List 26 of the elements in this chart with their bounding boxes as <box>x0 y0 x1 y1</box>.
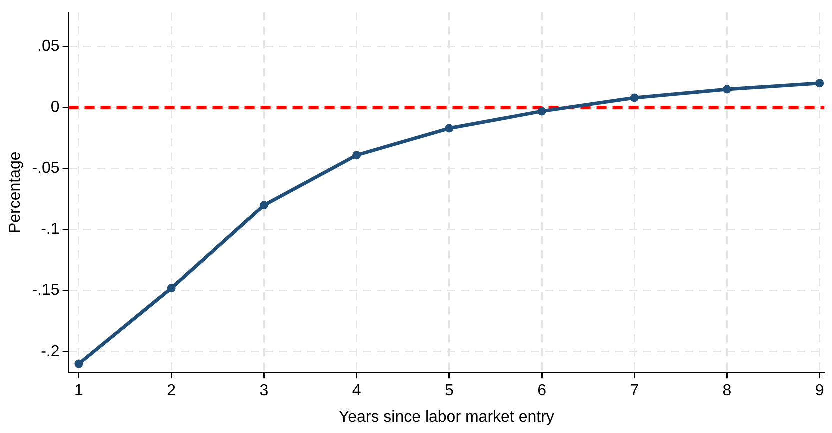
x-tick-label: 6 <box>538 382 547 400</box>
point <box>445 124 454 133</box>
point <box>816 79 824 88</box>
point <box>723 85 732 94</box>
point <box>630 94 639 102</box>
x-tick-label: 7 <box>630 382 640 400</box>
x-axis-title: Years since labor market entry <box>338 408 554 426</box>
y-tick-label: -.1 <box>41 221 60 238</box>
x-tick-label: 4 <box>352 382 362 400</box>
x-tick-label: 1 <box>74 382 84 400</box>
point <box>538 107 546 116</box>
x-tick-label: 8 <box>722 382 732 400</box>
point <box>74 360 84 368</box>
y-tick-label: -.2 <box>41 343 60 360</box>
y-tick-label: -.15 <box>32 282 60 300</box>
x-tick-label: 5 <box>444 382 454 400</box>
x-tick-label: 3 <box>260 382 269 400</box>
point <box>352 151 362 160</box>
y-tick-label: 0 <box>50 99 60 116</box>
x-tick-label: 9 <box>815 382 824 400</box>
point <box>260 201 268 210</box>
y-axis-title: Percentage <box>7 152 24 234</box>
point <box>167 284 176 293</box>
y-tick-label: -.05 <box>32 160 60 178</box>
x-tick-label: 2 <box>167 382 176 400</box>
y-tick-label: .05 <box>38 38 60 56</box>
